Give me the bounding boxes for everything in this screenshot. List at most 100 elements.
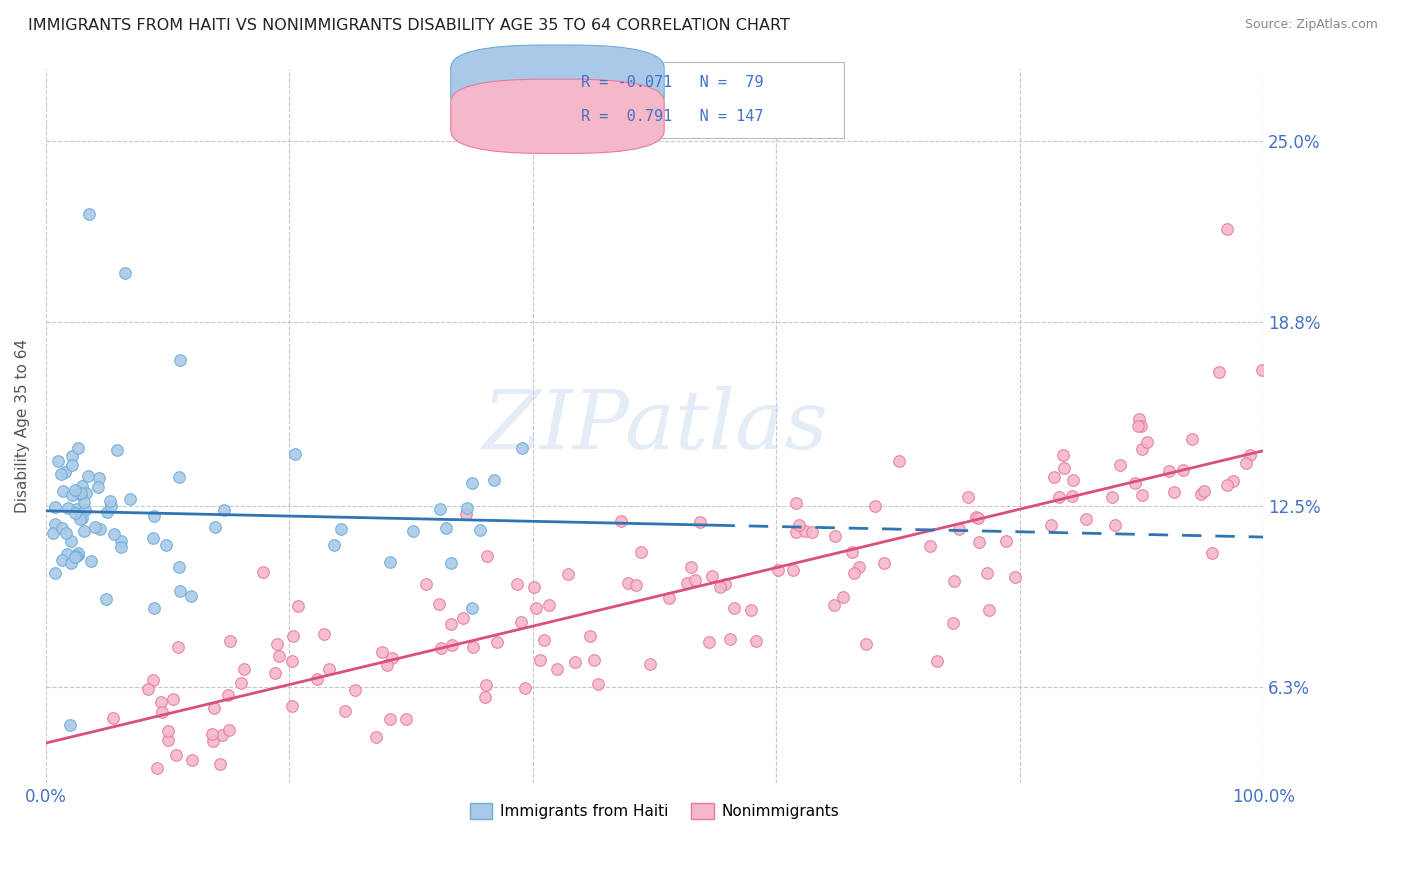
Point	[77, 468, 100, 483]
Point	[1101, 491, 1123, 505]
Point	[638, 657, 661, 672]
Point	[201, 727, 224, 741]
Point	[62, 449, 84, 463]
Point	[538, 598, 561, 612]
Point	[60, 458, 83, 472]
Point	[1222, 474, 1244, 488]
Point	[202, 701, 225, 715]
Point	[529, 653, 551, 667]
Point	[800, 525, 823, 540]
Point	[100, 499, 122, 513]
Point	[1189, 487, 1212, 501]
Point	[463, 640, 485, 654]
Point	[49, 467, 72, 482]
Point	[943, 574, 966, 588]
Point	[380, 712, 402, 726]
Point	[218, 723, 240, 737]
Point	[557, 566, 579, 581]
Point	[485, 635, 508, 649]
Point	[1042, 470, 1064, 484]
Point	[1239, 448, 1261, 462]
Point	[1181, 432, 1204, 446]
Point	[440, 616, 463, 631]
Point	[1130, 442, 1153, 456]
Point	[787, 518, 810, 533]
Point	[229, 675, 252, 690]
Point	[70, 511, 93, 525]
Text: ZIPatlas: ZIPatlas	[482, 385, 827, 466]
Point	[89, 471, 111, 485]
Point	[967, 535, 990, 549]
Point	[89, 522, 111, 536]
Point	[63, 506, 86, 520]
Point	[523, 580, 546, 594]
FancyBboxPatch shape	[451, 45, 664, 120]
Point	[506, 576, 529, 591]
Point	[995, 534, 1018, 549]
Point	[855, 637, 877, 651]
Point	[167, 470, 190, 484]
Point	[266, 638, 288, 652]
Point	[219, 633, 242, 648]
Point	[283, 629, 305, 643]
Point	[67, 546, 90, 560]
Point	[143, 601, 166, 615]
Point	[156, 724, 179, 739]
Point	[364, 731, 387, 745]
Point	[114, 266, 136, 280]
Point	[1126, 419, 1149, 434]
Point	[440, 556, 463, 570]
Point	[474, 690, 496, 704]
Point	[281, 699, 304, 714]
Point	[1136, 434, 1159, 449]
Point	[617, 576, 640, 591]
Point	[429, 597, 451, 611]
Point	[51, 521, 73, 535]
Legend: Immigrants from Haiti, Nonimmigrants: Immigrants from Haiti, Nonimmigrants	[464, 797, 846, 825]
Point	[1129, 418, 1152, 433]
Point	[454, 507, 477, 521]
Point	[142, 673, 165, 688]
Point	[314, 627, 336, 641]
FancyBboxPatch shape	[451, 79, 664, 153]
Point	[395, 712, 418, 726]
Point	[533, 633, 555, 648]
Point	[470, 523, 492, 537]
Point	[824, 529, 846, 543]
Point	[52, 484, 75, 499]
Point	[979, 603, 1001, 617]
Point	[1201, 546, 1223, 560]
Point	[264, 666, 287, 681]
Point	[831, 590, 853, 604]
Point	[156, 733, 179, 747]
Point	[697, 634, 720, 648]
Point	[1047, 491, 1070, 505]
Point	[59, 717, 82, 731]
Point	[477, 549, 499, 563]
Point	[948, 522, 970, 536]
Point	[920, 539, 942, 553]
Point	[793, 524, 815, 538]
Point	[96, 505, 118, 519]
Point	[162, 692, 184, 706]
Point	[284, 447, 307, 461]
Point	[1215, 222, 1237, 236]
Point	[72, 524, 94, 538]
Point	[84, 520, 107, 534]
Point	[624, 577, 647, 591]
Point	[155, 538, 177, 552]
Text: R =  0.791   N = 147: R = 0.791 N = 147	[581, 109, 763, 124]
Point	[103, 711, 125, 725]
Point	[344, 682, 367, 697]
Point	[942, 615, 965, 630]
Point	[110, 541, 132, 555]
Point	[60, 488, 83, 502]
Point	[66, 502, 89, 516]
Point	[318, 662, 340, 676]
Point	[475, 677, 498, 691]
Text: R = -0.071   N =  79: R = -0.071 N = 79	[581, 75, 763, 90]
Point	[44, 516, 66, 531]
Point	[44, 566, 66, 580]
Point	[202, 734, 225, 748]
Point	[73, 503, 96, 517]
